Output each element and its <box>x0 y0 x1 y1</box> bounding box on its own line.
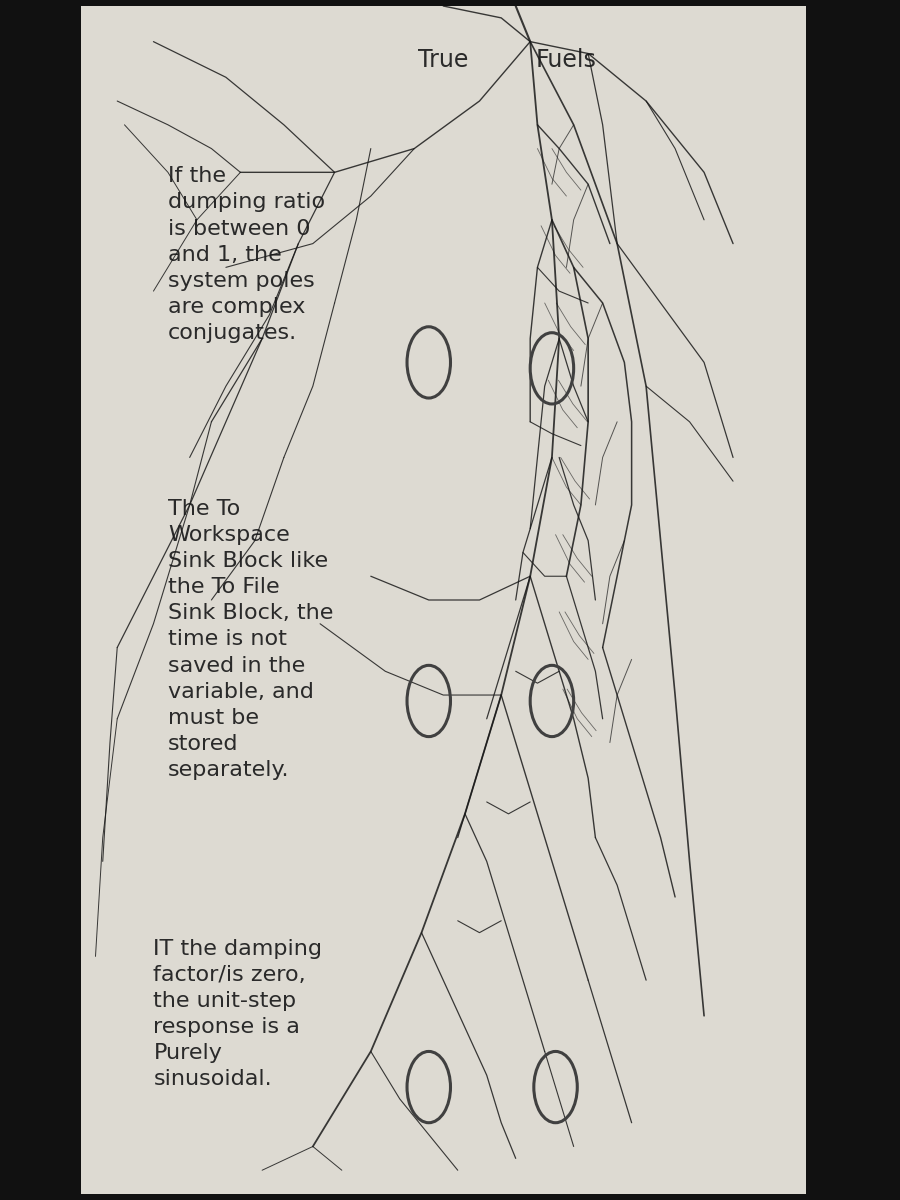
Text: True: True <box>418 48 468 72</box>
Text: Fuels: Fuels <box>536 48 597 72</box>
Text: If the
dumping ratio
is between 0
and 1, the
system poles
are complex
conjugates: If the dumping ratio is between 0 and 1,… <box>168 167 325 343</box>
Text: The To
Workspace
Sink Block like
the To File
Sink Block, the
time is not
saved i: The To Workspace Sink Block like the To … <box>168 499 333 780</box>
Text: IT the damping
factor/is zero,
the unit-step
response is a
Purely
sinusoidal.: IT the damping factor/is zero, the unit-… <box>153 938 322 1088</box>
